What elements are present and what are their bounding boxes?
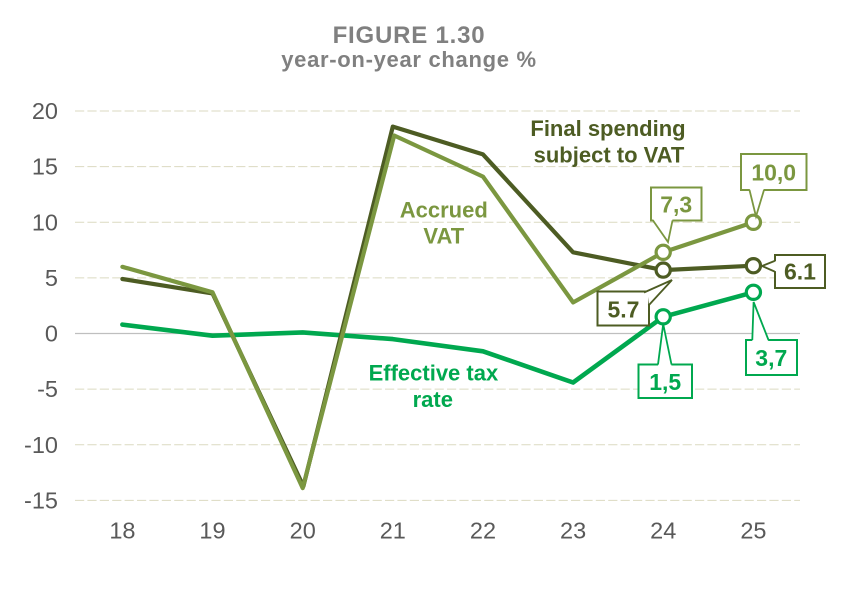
svg-text:21: 21 bbox=[380, 518, 406, 544]
svg-text:rate: rate bbox=[413, 387, 453, 412]
svg-text:19: 19 bbox=[199, 518, 225, 544]
svg-text:6.1: 6.1 bbox=[784, 259, 816, 285]
svg-text:Accrued: Accrued bbox=[400, 198, 488, 223]
svg-text:10,0: 10,0 bbox=[751, 160, 796, 186]
svg-text:5.7: 5.7 bbox=[608, 297, 640, 323]
svg-text:5: 5 bbox=[45, 265, 58, 291]
svg-text:7,3: 7,3 bbox=[660, 192, 692, 218]
svg-text:3,7: 3,7 bbox=[755, 345, 787, 371]
svg-text:23: 23 bbox=[560, 518, 586, 544]
svg-text:20: 20 bbox=[32, 98, 58, 124]
svg-text:24: 24 bbox=[650, 518, 676, 544]
svg-text:1,5: 1,5 bbox=[649, 369, 681, 395]
svg-text:-5: -5 bbox=[37, 376, 58, 402]
svg-text:20: 20 bbox=[290, 518, 316, 544]
svg-text:18: 18 bbox=[109, 518, 135, 544]
svg-text:subject to VAT: subject to VAT bbox=[534, 143, 685, 168]
svg-text:Effective tax: Effective tax bbox=[369, 360, 499, 385]
svg-text:25: 25 bbox=[740, 518, 766, 544]
svg-text:15: 15 bbox=[32, 154, 58, 180]
svg-text:-10: -10 bbox=[24, 432, 58, 458]
svg-text:10: 10 bbox=[32, 209, 58, 235]
svg-text:22: 22 bbox=[470, 518, 496, 544]
svg-text:0: 0 bbox=[45, 321, 58, 347]
svg-text:year-on-year change %: year-on-year change % bbox=[281, 47, 537, 72]
svg-text:FIGURE 1.30: FIGURE 1.30 bbox=[333, 22, 486, 49]
svg-text:VAT: VAT bbox=[423, 223, 464, 248]
svg-text:Final spending: Final spending bbox=[530, 116, 685, 141]
svg-text:-15: -15 bbox=[24, 487, 58, 513]
